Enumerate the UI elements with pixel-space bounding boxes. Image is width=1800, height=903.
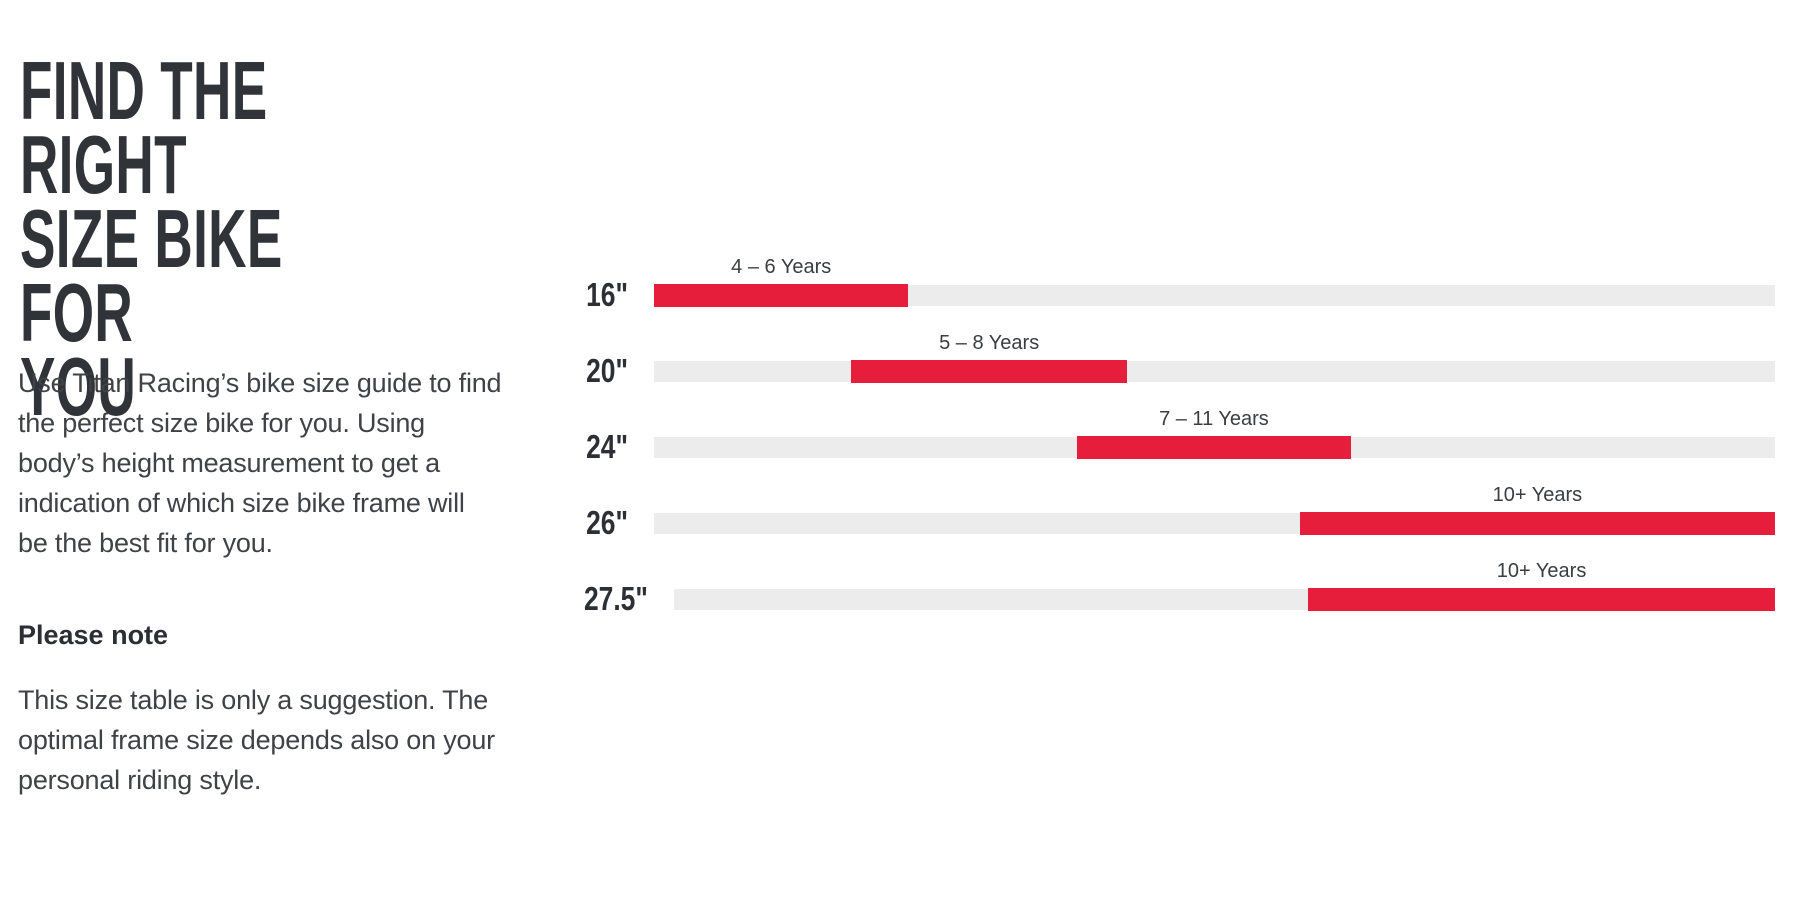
- age-range-label: 10+ Years: [1496, 559, 1587, 582]
- bike-size-chart: 16" 4 – 6 Years 20" 5 – 8 Years 24" 7 – …: [568, 256, 1775, 637]
- wheel-size-label: 20": [586, 352, 628, 389]
- wheel-size-label: 24": [586, 428, 628, 465]
- size-bar-fill: [1076, 435, 1352, 459]
- note-paragraph: This size table is only a suggestion. Th…: [18, 685, 495, 795]
- size-bar-track: 10+ Years: [654, 484, 1775, 535]
- wheel-size-label: 27.5": [583, 580, 648, 617]
- size-bar-fill: [1308, 587, 1775, 611]
- note-heading: Please note: [18, 620, 169, 650]
- size-bar-track: 5 – 8 Years: [654, 332, 1775, 383]
- wheel-size-label: 16": [586, 276, 628, 313]
- size-row: 26" 10+ Years: [568, 484, 1775, 561]
- size-row: 20" 5 – 8 Years: [568, 332, 1775, 409]
- size-bar-fill: [1299, 511, 1775, 535]
- size-bar-fill: [654, 283, 909, 307]
- size-bar-track: 4 – 6 Years: [654, 256, 1775, 307]
- wheel-size-label: 26": [586, 504, 628, 541]
- age-range-label: 4 – 6 Years: [731, 255, 832, 278]
- size-row: 24" 7 – 11 Years: [568, 408, 1775, 485]
- age-range-label: 5 – 8 Years: [939, 331, 1040, 354]
- age-range-label: 10+ Years: [1492, 483, 1583, 506]
- size-bar-track: 10+ Years: [673, 560, 1775, 611]
- page-title: FIND THE RIGHT SIZE BIKE FOR YOU: [20, 44, 283, 433]
- size-row: 27.5" 10+ Years: [568, 560, 1775, 637]
- intro-section: FIND THE RIGHT SIZE BIKE FOR YOU Use Tit…: [18, 0, 548, 903]
- age-range-label: 7 – 11 Years: [1159, 407, 1269, 430]
- size-bar-track: 7 – 11 Years: [654, 408, 1775, 459]
- size-row: 16" 4 – 6 Years: [568, 256, 1775, 333]
- size-bar-fill: [851, 359, 1128, 383]
- intro-paragraph: Use Titan Racing’s bike size guide to fi…: [18, 368, 502, 558]
